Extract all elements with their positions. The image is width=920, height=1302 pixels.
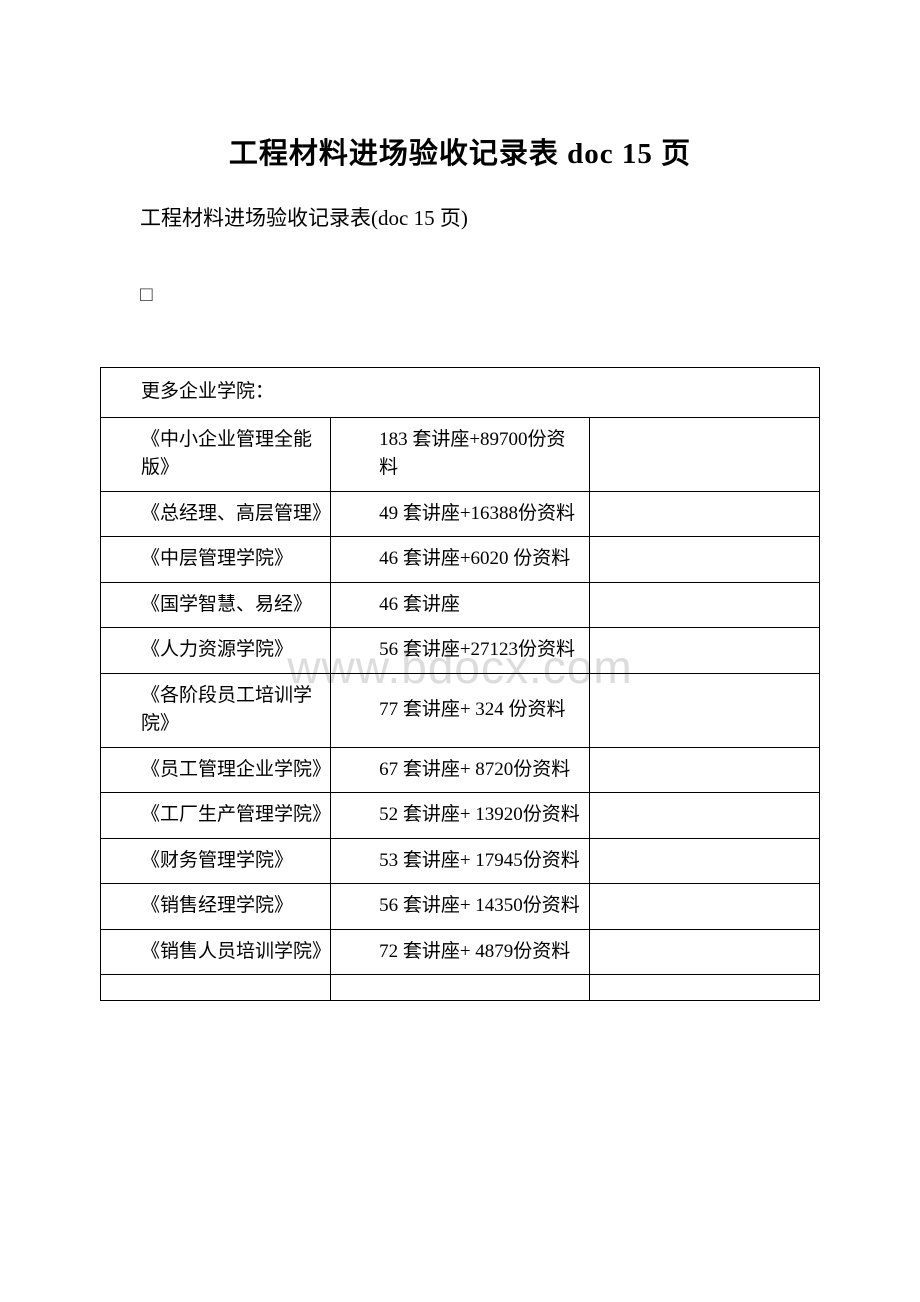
table-row: 《销售人员培训学院》 72 套讲座+ 4879份资料 bbox=[101, 929, 820, 975]
course-extra bbox=[589, 929, 819, 975]
course-table: 更多企业学院： 《中小企业管理全能版》 183 套讲座+89700份资料 《总经… bbox=[100, 367, 820, 1001]
course-detail: 53 套讲座+ 17945份资料 bbox=[331, 838, 590, 884]
table-header-cell: 更多企业学院： bbox=[101, 368, 820, 418]
table-row: 《销售经理学院》 56 套讲座+ 14350份资料 bbox=[101, 884, 820, 930]
course-detail: 46 套讲座+6020 份资料 bbox=[331, 537, 590, 583]
table-row: 《中层管理学院》 46 套讲座+6020 份资料 bbox=[101, 537, 820, 583]
table-row: 《国学智慧、易经》 46 套讲座 bbox=[101, 582, 820, 628]
table-row: 《各阶段员工培训学院》 77 套讲座+ 324 份资料 bbox=[101, 673, 820, 747]
table-row: 《员工管理企业学院》 67 套讲座+ 8720份资料 bbox=[101, 747, 820, 793]
course-name: 《员工管理企业学院》 bbox=[101, 747, 331, 793]
checkbox-symbol: □ bbox=[140, 282, 820, 307]
course-name: 《财务管理学院》 bbox=[101, 838, 331, 884]
table-row: 《总经理、高层管理》 49 套讲座+16388份资料 bbox=[101, 491, 820, 537]
course-extra bbox=[589, 673, 819, 747]
course-extra bbox=[589, 838, 819, 884]
course-extra bbox=[589, 491, 819, 537]
table-row: 《工厂生产管理学院》 52 套讲座+ 13920份资料 bbox=[101, 793, 820, 839]
course-extra bbox=[589, 537, 819, 583]
course-name: 《工厂生产管理学院》 bbox=[101, 793, 331, 839]
course-name: 《销售经理学院》 bbox=[101, 884, 331, 930]
empty-cell bbox=[331, 975, 590, 1001]
course-detail: 67 套讲座+ 8720份资料 bbox=[331, 747, 590, 793]
empty-cell bbox=[589, 975, 819, 1001]
table-row: 《财务管理学院》 53 套讲座+ 17945份资料 bbox=[101, 838, 820, 884]
course-name: 《总经理、高层管理》 bbox=[101, 491, 331, 537]
course-detail: 56 套讲座+ 14350份资料 bbox=[331, 884, 590, 930]
course-name: 《销售人员培训学院》 bbox=[101, 929, 331, 975]
course-name: 《人力资源学院》 bbox=[101, 628, 331, 674]
document-subtitle: 工程材料进场验收记录表(doc 15 页) bbox=[140, 202, 820, 232]
course-extra bbox=[589, 884, 819, 930]
course-name: 《中小企业管理全能版》 bbox=[101, 417, 331, 491]
table-header-row: 更多企业学院： bbox=[101, 368, 820, 418]
course-extra bbox=[589, 628, 819, 674]
course-detail: 52 套讲座+ 13920份资料 bbox=[331, 793, 590, 839]
course-name: 《国学智慧、易经》 bbox=[101, 582, 331, 628]
course-detail: 183 套讲座+89700份资料 bbox=[331, 417, 590, 491]
course-extra bbox=[589, 793, 819, 839]
course-detail: 56 套讲座+27123份资料 bbox=[331, 628, 590, 674]
course-detail: 77 套讲座+ 324 份资料 bbox=[331, 673, 590, 747]
course-name: 《中层管理学院》 bbox=[101, 537, 331, 583]
course-extra bbox=[589, 747, 819, 793]
course-detail: 49 套讲座+16388份资料 bbox=[331, 491, 590, 537]
document-page: 工程材料进场验收记录表 doc 15 页 工程材料进场验收记录表(doc 15 … bbox=[0, 0, 920, 1061]
document-title: 工程材料进场验收记录表 doc 15 页 bbox=[100, 130, 820, 172]
course-detail: 72 套讲座+ 4879份资料 bbox=[331, 929, 590, 975]
course-extra bbox=[589, 582, 819, 628]
table-row: 《中小企业管理全能版》 183 套讲座+89700份资料 bbox=[101, 417, 820, 491]
table-empty-row bbox=[101, 975, 820, 1001]
table-row: 《人力资源学院》 56 套讲座+27123份资料 bbox=[101, 628, 820, 674]
empty-cell bbox=[101, 975, 331, 1001]
course-extra bbox=[589, 417, 819, 491]
course-name: 《各阶段员工培训学院》 bbox=[101, 673, 331, 747]
course-detail: 46 套讲座 bbox=[331, 582, 590, 628]
